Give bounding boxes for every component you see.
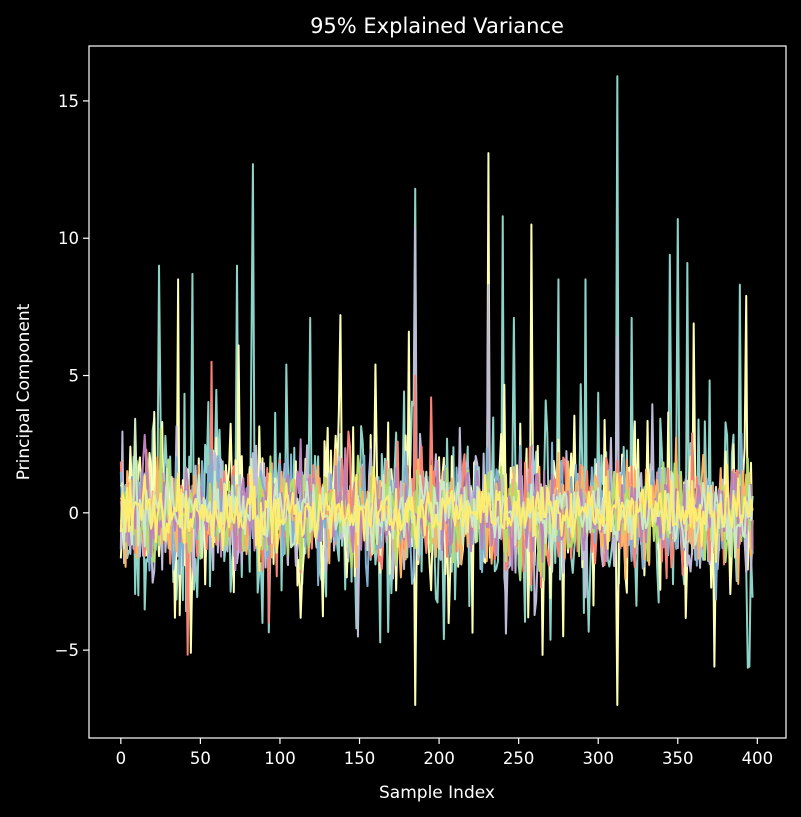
x-tick-label: 300	[582, 749, 614, 768]
y-tick-label: 15	[58, 92, 79, 111]
series-layer	[119, 75, 754, 707]
x-tick-label: 350	[662, 749, 694, 768]
x-tick-label: 250	[503, 749, 535, 768]
y-axis-label: Principal Component	[14, 303, 34, 480]
y-tick-label: 5	[69, 367, 80, 386]
y-tick-label: 0	[69, 504, 80, 523]
series-line-9	[119, 463, 754, 572]
x-axis-label: Sample Index	[379, 783, 495, 803]
plot-frame	[88, 45, 787, 739]
y-tick-label: 10	[58, 229, 79, 248]
chart-title: 95% Explained Variance	[310, 14, 564, 38]
x-tick-label: 400	[742, 749, 774, 768]
y-axis: −5 0 5 10 15	[55, 92, 89, 660]
y-tick-label: −5	[55, 641, 79, 660]
x-tick-label: 150	[344, 749, 376, 768]
x-axis: 0 50 100 150 200 250 300 350 400	[116, 738, 774, 768]
x-tick-label: 50	[190, 749, 211, 768]
x-tick-label: 200	[423, 749, 455, 768]
x-tick-label: 100	[264, 749, 296, 768]
series-line-7	[119, 433, 754, 572]
x-tick-label: 0	[116, 749, 127, 768]
